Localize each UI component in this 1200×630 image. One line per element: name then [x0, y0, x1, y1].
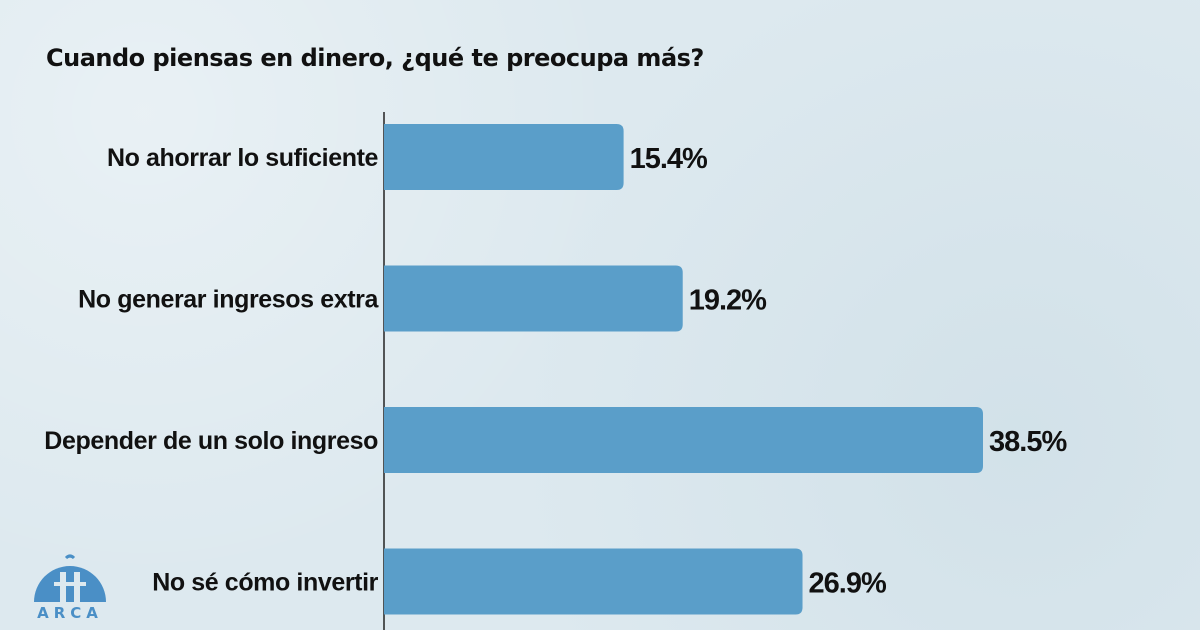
category-label-3: Depender de un solo ingreso	[44, 427, 378, 455]
category-label-2: No generar ingresos extra	[78, 286, 379, 314]
value-label-4: 26.9%	[809, 568, 887, 600]
bars-group: No ahorrar lo suficiente 15.4% No generar …	[44, 124, 1068, 615]
bar-4	[384, 548, 803, 615]
logo-text: ARCA	[37, 604, 103, 622]
bar-2	[384, 265, 683, 332]
category-label-1: No ahorrar lo suficiente	[107, 144, 379, 172]
arca-logo-icon	[34, 554, 106, 602]
value-label-1: 15.4%	[630, 143, 708, 175]
bar-3	[384, 407, 983, 473]
arca-logo: ARCA	[30, 552, 110, 624]
value-label-2: 19.2%	[689, 285, 767, 317]
category-label-4: No sé cómo invertir	[152, 569, 378, 597]
bar-1	[384, 124, 624, 190]
value-label-3: 38.5%	[989, 426, 1067, 458]
chart-title: Cuando piensas en dinero, ¿qué te preocu…	[46, 44, 704, 72]
